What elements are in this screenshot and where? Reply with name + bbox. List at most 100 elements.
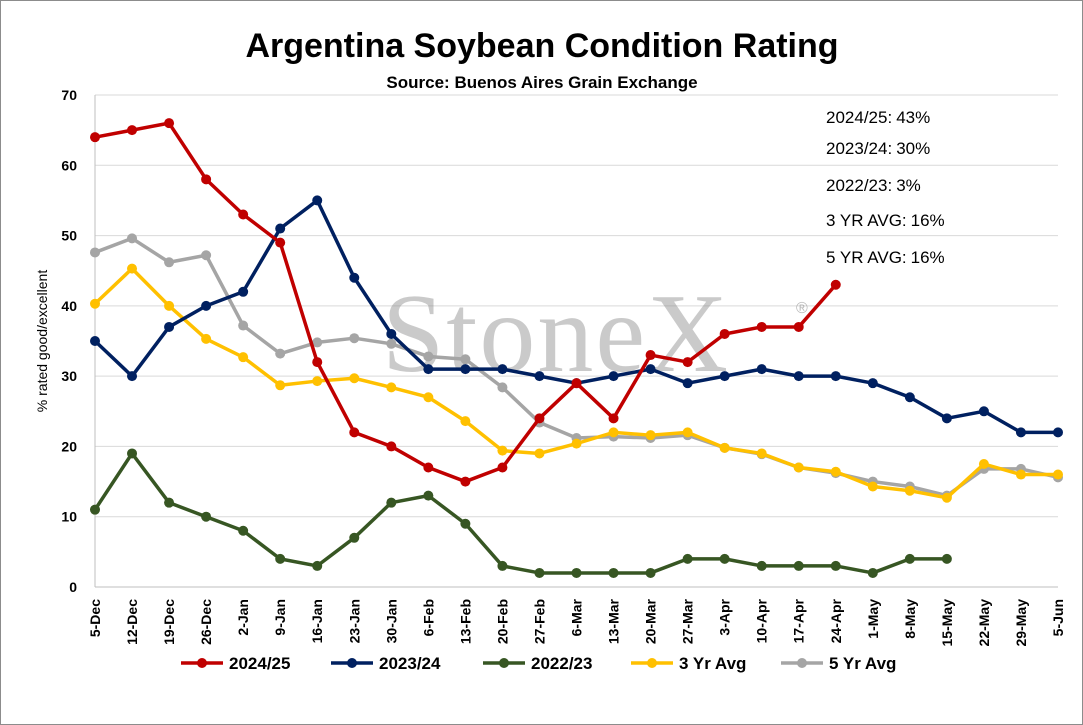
data-point: [423, 364, 434, 375]
data-point: [682, 553, 693, 564]
data-point: [90, 336, 100, 346]
annotation-label: 2022/23:: [826, 176, 892, 195]
legend-label: 2023/24: [379, 654, 441, 673]
data-point: [460, 354, 471, 365]
data-point: [941, 553, 952, 564]
data-point: [571, 378, 582, 389]
x-tick-label: 30-Jan: [383, 599, 399, 643]
x-tick-label: 26-Dec: [198, 599, 214, 645]
data-point: [312, 337, 323, 348]
data-point: [275, 553, 286, 564]
data-point: [1015, 469, 1026, 480]
annotation-label: 2023/24:: [826, 139, 892, 158]
data-point: [978, 459, 989, 469]
x-tick-label: 27-Feb: [531, 599, 547, 644]
data-point: [719, 328, 730, 339]
data-point: [904, 485, 915, 496]
data-point: [238, 320, 249, 331]
data-point: [423, 490, 434, 501]
data-point: [867, 481, 878, 492]
data-point: [830, 371, 841, 382]
series-layer: [90, 118, 1063, 578]
x-tick-label: 5-Dec: [87, 599, 103, 637]
y-axis-label: % rated good/excellent: [34, 270, 50, 413]
chart-title: Argentina Soybean Condition Rating: [245, 27, 838, 65]
data-point: [682, 427, 693, 438]
data-point: [275, 237, 286, 248]
data-point: [534, 413, 545, 424]
y-tick-label: 0: [69, 579, 77, 595]
annotation-value: 16%: [911, 211, 945, 230]
data-point: [386, 328, 397, 339]
legend-item: 3 Yr Avg: [631, 654, 746, 673]
data-point: [127, 233, 138, 244]
annotations: 2024/25: 43%2023/24: 30%2022/23: 3%3 YR AVG…: [826, 108, 945, 267]
data-point: [312, 560, 323, 571]
data-point: [497, 382, 508, 393]
data-point: [275, 223, 286, 234]
data-point: [312, 376, 323, 387]
y-tick-label: 50: [61, 228, 77, 244]
y-tick-label: 10: [61, 509, 77, 525]
data-point: [719, 442, 730, 453]
data-point: [571, 567, 582, 578]
data-point: [164, 300, 175, 311]
data-point: [830, 560, 841, 571]
data-point: [238, 525, 249, 536]
annotation-5: 5 YR AVG: 16%: [826, 248, 945, 267]
annotation-value: 30%: [896, 139, 930, 158]
data-point: [534, 567, 545, 578]
data-point: [682, 378, 693, 389]
series-2022-23: [90, 448, 952, 578]
legend-label: 5 Yr Avg: [829, 654, 896, 673]
data-point: [275, 380, 286, 391]
legend-item: 2023/24: [331, 654, 441, 673]
data-point: [201, 333, 212, 344]
x-tick-label: 20-Mar: [643, 598, 659, 644]
data-point: [756, 560, 767, 571]
x-tick-label: 16-Jan: [309, 599, 325, 643]
annotation-2: 2023/24: 30%: [826, 139, 930, 158]
data-point: [423, 462, 434, 473]
data-point: [90, 247, 100, 258]
y-tick-label: 20: [61, 438, 77, 454]
data-point: [238, 209, 249, 220]
data-point: [164, 497, 175, 508]
annotation-value: 3%: [896, 176, 921, 195]
data-point: [386, 497, 397, 508]
data-point: [164, 257, 175, 268]
annotation-4: 3 YR AVG: 16%: [826, 211, 945, 230]
x-tick-label: 6-Mar: [569, 598, 585, 636]
data-point: [164, 321, 175, 332]
legend-label: 2022/23: [531, 654, 592, 673]
data-point: [497, 445, 508, 456]
data-point: [201, 300, 212, 311]
x-tick-label: 8-May: [902, 599, 918, 639]
x-axis-ticks: 5-Dec 12-Dec 19-Dec 26-Dec 2-Jan 9-Jan 16-Jan 2…: [87, 598, 1066, 646]
annotation-3: 2022/23: 3%: [826, 176, 921, 195]
data-point: [460, 518, 471, 529]
watermark-text: StoneX: [382, 272, 730, 396]
data-point: [275, 348, 286, 359]
data-point: [1053, 469, 1063, 480]
y-tick-label: 60: [61, 157, 77, 173]
data-point: [608, 567, 619, 578]
series-line: [93, 451, 949, 575]
data-point: [312, 357, 323, 368]
data-point: [127, 448, 138, 459]
annotation-label: 5 YR AVG:: [826, 248, 907, 267]
x-tick-label: 27-Mar: [680, 598, 696, 644]
data-point: [238, 352, 249, 363]
data-point: [756, 321, 767, 332]
data-point: [941, 492, 952, 503]
x-tick-label: 13-Mar: [606, 598, 622, 644]
x-tick-label: 23-Jan: [346, 599, 362, 643]
data-point: [90, 132, 100, 143]
x-tick-label: 22-May: [976, 599, 992, 647]
data-point: [608, 413, 619, 424]
data-point: [534, 371, 545, 382]
data-point: [830, 466, 841, 477]
data-point: [497, 462, 508, 473]
watermark: StoneX ®: [382, 272, 808, 396]
